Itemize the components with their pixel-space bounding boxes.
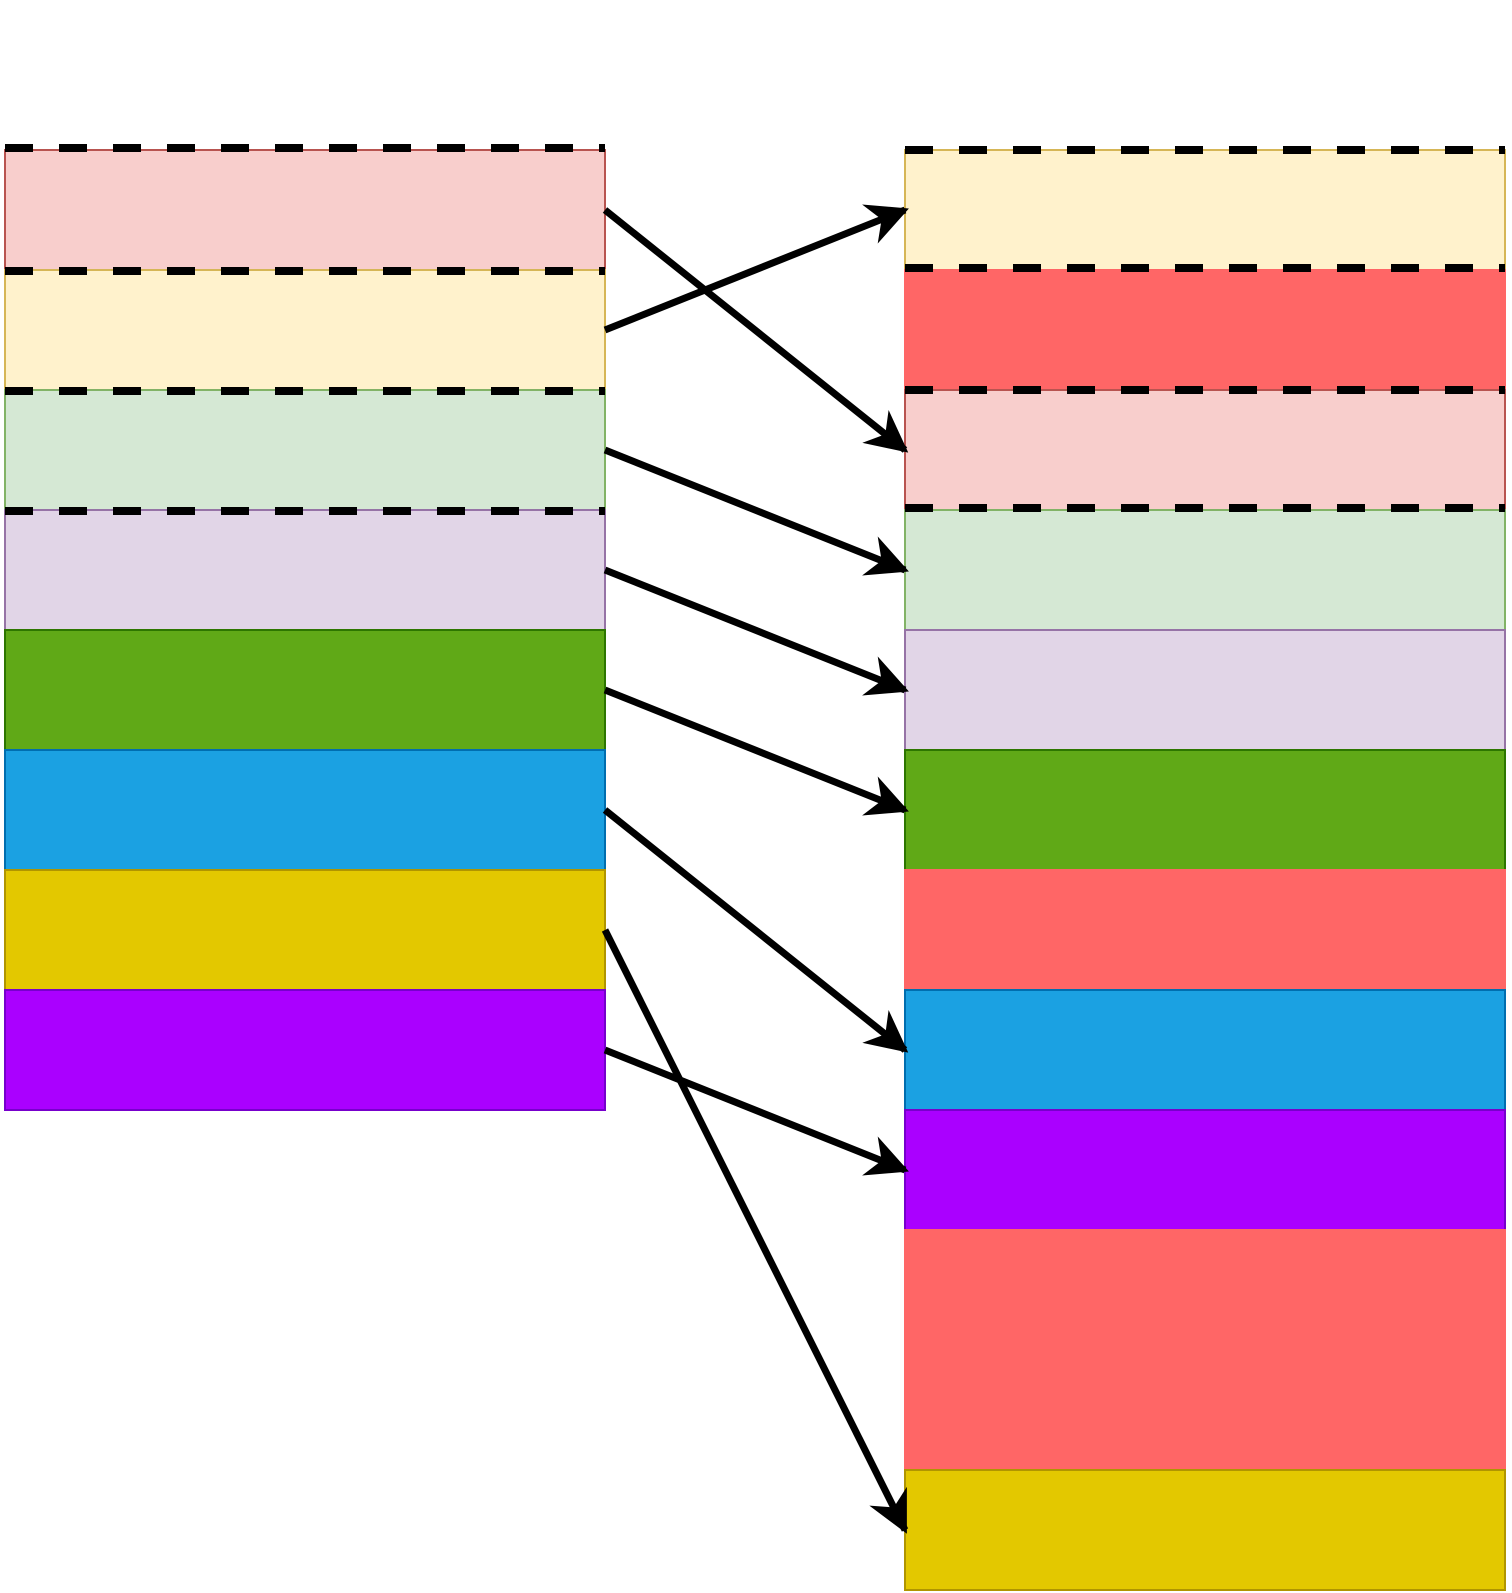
arrow-l6-to-r8 <box>602 807 909 1053</box>
right-block-r2 <box>904 269 1506 391</box>
right-block-r7 <box>904 869 1506 991</box>
left-block-l7 <box>4 869 606 991</box>
arrow-l1-to-r3 <box>602 207 909 453</box>
right-block-r4 <box>904 509 1506 631</box>
dashed-boundaries <box>5 144 1505 515</box>
left-block-l1 <box>4 149 606 271</box>
right-column <box>904 149 1506 1591</box>
left-block-l2 <box>4 269 606 391</box>
arrow-l2-to-r1 <box>603 204 909 334</box>
right-block-r10 <box>904 1229 1506 1471</box>
right-block-r3 <box>904 389 1506 511</box>
left-block-l4 <box>4 509 606 631</box>
left-column <box>4 149 606 1111</box>
right-block-r5 <box>904 629 1506 751</box>
left-block-l8 <box>4 989 606 1111</box>
arrow-l7-to-r11 <box>601 928 909 1534</box>
arrow-l3-to-r4 <box>603 446 909 576</box>
left-block-l5 <box>4 629 606 751</box>
mapping-arrows <box>601 204 909 1534</box>
left-block-l6 <box>4 749 606 871</box>
arrow-l4-to-r5 <box>603 566 909 696</box>
right-block-r8 <box>904 989 1506 1111</box>
left-block-l3 <box>4 389 606 511</box>
right-block-r6 <box>904 749 1506 871</box>
right-block-r11 <box>904 1469 1506 1591</box>
arrow-l5-to-r6 <box>603 686 909 816</box>
right-block-r9 <box>904 1109 1506 1231</box>
arrow-l8-to-r9 <box>603 1046 909 1176</box>
right-block-r1 <box>904 149 1506 271</box>
